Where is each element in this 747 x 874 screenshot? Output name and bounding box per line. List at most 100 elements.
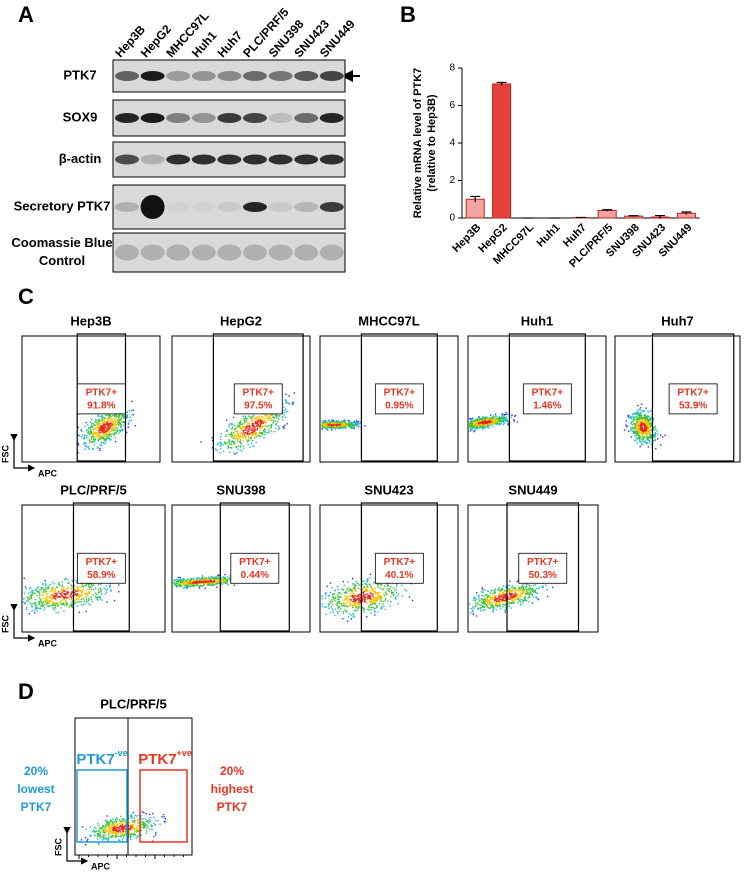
dot bbox=[186, 582, 188, 584]
dot bbox=[486, 593, 488, 596]
dot bbox=[640, 409, 642, 411]
dot bbox=[482, 609, 484, 611]
dot bbox=[639, 424, 641, 427]
dot bbox=[645, 415, 647, 418]
dot bbox=[500, 419, 503, 421]
dot bbox=[341, 588, 343, 590]
dot bbox=[254, 432, 257, 434]
dot bbox=[45, 597, 47, 599]
band bbox=[191, 154, 216, 165]
dot bbox=[327, 595, 330, 597]
dot bbox=[50, 604, 52, 607]
dot bbox=[113, 415, 116, 417]
dot bbox=[528, 584, 531, 587]
dot bbox=[115, 830, 118, 832]
dot bbox=[482, 425, 484, 428]
dot bbox=[646, 435, 648, 438]
dot bbox=[356, 423, 359, 426]
dot bbox=[327, 429, 329, 431]
dot bbox=[633, 423, 635, 425]
dot bbox=[270, 424, 273, 426]
dot bbox=[472, 606, 474, 608]
dot bbox=[188, 579, 191, 582]
dot bbox=[327, 603, 330, 605]
dot bbox=[99, 583, 102, 585]
gate bbox=[219, 502, 290, 632]
dot bbox=[377, 591, 379, 594]
dot bbox=[140, 818, 143, 820]
dot bbox=[332, 422, 334, 425]
dot bbox=[637, 409, 639, 411]
dot bbox=[657, 433, 659, 435]
dot bbox=[50, 589, 53, 591]
dot bbox=[485, 418, 487, 420]
gate-percent: 0.95% bbox=[385, 401, 413, 412]
dot bbox=[654, 436, 656, 438]
dot bbox=[119, 419, 121, 421]
dot bbox=[361, 589, 364, 591]
dot bbox=[519, 588, 521, 590]
dot bbox=[242, 439, 244, 441]
dot bbox=[390, 595, 392, 598]
dot bbox=[285, 402, 287, 404]
dot bbox=[338, 600, 341, 603]
dot bbox=[175, 584, 177, 586]
dot bbox=[478, 427, 480, 429]
dot bbox=[533, 588, 535, 591]
dot bbox=[507, 598, 509, 600]
dot bbox=[34, 598, 37, 601]
dot bbox=[70, 605, 72, 608]
dot bbox=[184, 583, 186, 585]
dot bbox=[332, 419, 335, 422]
dot bbox=[214, 576, 216, 578]
dot bbox=[634, 423, 637, 425]
dot bbox=[107, 413, 110, 416]
dot bbox=[235, 431, 237, 433]
dot bbox=[347, 423, 349, 425]
dot bbox=[207, 583, 209, 585]
dot bbox=[35, 588, 38, 590]
dot bbox=[321, 603, 324, 605]
dot bbox=[247, 433, 249, 436]
dot bbox=[197, 583, 199, 585]
dot bbox=[143, 826, 145, 828]
dot bbox=[237, 440, 239, 443]
dot bbox=[651, 424, 653, 426]
dot bbox=[187, 578, 189, 580]
dot bbox=[50, 597, 53, 599]
dot bbox=[152, 840, 154, 842]
dot bbox=[103, 418, 106, 420]
dot bbox=[233, 437, 235, 440]
dot bbox=[88, 585, 91, 587]
dot bbox=[130, 829, 132, 831]
dot bbox=[330, 426, 332, 428]
dot bbox=[118, 830, 120, 833]
dot bbox=[90, 596, 92, 598]
dot bbox=[344, 424, 346, 426]
dot bbox=[487, 426, 489, 428]
plot-frame bbox=[74, 717, 193, 856]
dot bbox=[352, 583, 354, 585]
gate-label-box bbox=[374, 383, 424, 415]
dot bbox=[341, 425, 344, 427]
dot bbox=[328, 423, 330, 425]
dot bbox=[285, 416, 287, 418]
dot bbox=[116, 825, 118, 827]
dot bbox=[509, 589, 511, 591]
dot bbox=[636, 426, 638, 428]
dot bbox=[470, 428, 473, 430]
dot bbox=[292, 402, 295, 404]
dot bbox=[56, 586, 58, 588]
dot bbox=[362, 591, 364, 594]
dot bbox=[212, 584, 215, 586]
dot bbox=[472, 417, 474, 419]
dot bbox=[640, 441, 642, 443]
dot bbox=[176, 581, 178, 583]
dot bbox=[202, 585, 204, 587]
row-label: PTK7 bbox=[63, 67, 96, 82]
dot-cloud bbox=[321, 419, 366, 431]
dot bbox=[521, 592, 523, 595]
dot bbox=[484, 421, 487, 424]
dot bbox=[270, 417, 273, 420]
dot bbox=[262, 429, 265, 432]
